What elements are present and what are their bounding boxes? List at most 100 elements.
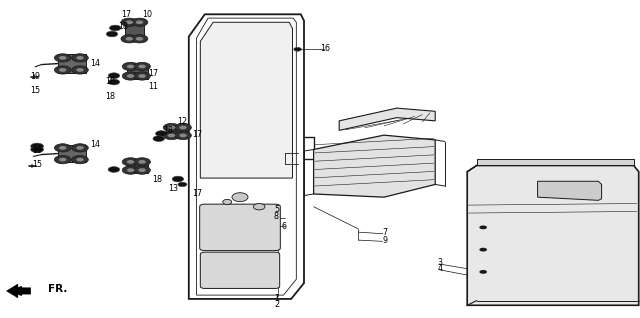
Circle shape xyxy=(479,225,487,229)
Text: 17: 17 xyxy=(192,190,202,198)
Text: 19: 19 xyxy=(30,72,40,81)
Text: 9: 9 xyxy=(382,236,387,245)
Circle shape xyxy=(136,20,143,24)
Circle shape xyxy=(122,166,139,174)
Polygon shape xyxy=(538,181,602,200)
Text: 7: 7 xyxy=(382,228,387,237)
Circle shape xyxy=(131,35,148,43)
Circle shape xyxy=(168,126,175,129)
Polygon shape xyxy=(127,159,148,173)
Circle shape xyxy=(125,20,133,24)
Circle shape xyxy=(138,65,146,68)
Polygon shape xyxy=(125,19,144,41)
Circle shape xyxy=(134,166,150,174)
Polygon shape xyxy=(467,165,639,305)
Circle shape xyxy=(59,56,67,60)
Polygon shape xyxy=(6,284,31,298)
Text: 18: 18 xyxy=(118,22,129,31)
Text: 3: 3 xyxy=(438,259,443,267)
Circle shape xyxy=(59,158,67,162)
Text: FR.: FR. xyxy=(48,284,67,294)
Circle shape xyxy=(31,146,44,153)
Circle shape xyxy=(121,35,138,43)
Circle shape xyxy=(479,270,487,274)
Text: 19: 19 xyxy=(32,146,42,155)
Circle shape xyxy=(59,68,67,72)
Text: 2: 2 xyxy=(274,300,279,309)
Text: 6: 6 xyxy=(281,222,286,231)
Circle shape xyxy=(108,73,120,79)
Ellipse shape xyxy=(223,199,232,204)
Circle shape xyxy=(153,136,164,142)
Circle shape xyxy=(54,156,71,164)
Text: 17: 17 xyxy=(121,10,131,19)
Text: 15: 15 xyxy=(30,86,40,95)
Text: 14: 14 xyxy=(90,59,100,68)
Text: 1: 1 xyxy=(274,294,279,303)
Circle shape xyxy=(76,68,84,72)
Circle shape xyxy=(72,54,88,62)
Text: 5: 5 xyxy=(274,205,279,214)
Ellipse shape xyxy=(253,204,265,210)
Circle shape xyxy=(54,54,71,62)
Text: 18: 18 xyxy=(152,175,162,184)
Circle shape xyxy=(138,74,146,78)
Text: 14: 14 xyxy=(90,140,100,149)
Text: 16: 16 xyxy=(320,44,330,53)
Circle shape xyxy=(76,158,84,162)
Circle shape xyxy=(138,160,146,164)
Circle shape xyxy=(134,62,150,71)
Text: 13: 13 xyxy=(168,184,178,193)
Circle shape xyxy=(122,62,139,71)
Text: 8: 8 xyxy=(274,212,279,221)
Polygon shape xyxy=(58,145,86,162)
Circle shape xyxy=(106,31,118,37)
Circle shape xyxy=(175,131,191,140)
Circle shape xyxy=(479,248,487,252)
Circle shape xyxy=(163,123,180,132)
Polygon shape xyxy=(200,22,292,178)
Circle shape xyxy=(127,65,134,68)
Circle shape xyxy=(179,126,187,129)
Circle shape xyxy=(134,158,150,166)
Circle shape xyxy=(134,72,150,80)
Ellipse shape xyxy=(232,193,248,202)
Circle shape xyxy=(168,134,175,137)
Circle shape xyxy=(172,176,184,182)
Circle shape xyxy=(72,66,88,74)
Polygon shape xyxy=(314,135,435,197)
Circle shape xyxy=(72,144,88,152)
FancyBboxPatch shape xyxy=(200,204,280,251)
Text: 18: 18 xyxy=(105,77,115,86)
Circle shape xyxy=(178,182,187,187)
Text: 17: 17 xyxy=(148,69,159,78)
Text: 18: 18 xyxy=(105,92,115,100)
Circle shape xyxy=(59,146,67,150)
Circle shape xyxy=(179,134,187,137)
Circle shape xyxy=(156,131,167,136)
Circle shape xyxy=(122,72,139,80)
Circle shape xyxy=(125,37,133,41)
Circle shape xyxy=(76,56,84,60)
Circle shape xyxy=(108,79,120,85)
Text: 12: 12 xyxy=(177,117,188,126)
Circle shape xyxy=(54,66,71,74)
Circle shape xyxy=(108,167,120,172)
Circle shape xyxy=(127,160,134,164)
Polygon shape xyxy=(127,64,148,79)
Polygon shape xyxy=(200,22,292,178)
Circle shape xyxy=(72,156,88,164)
Circle shape xyxy=(294,47,301,51)
Text: 4: 4 xyxy=(438,264,443,273)
Circle shape xyxy=(31,143,44,149)
Circle shape xyxy=(54,144,71,152)
Text: 10: 10 xyxy=(142,10,152,19)
Circle shape xyxy=(109,25,121,31)
Circle shape xyxy=(175,123,191,132)
Polygon shape xyxy=(168,125,188,138)
Circle shape xyxy=(122,158,139,166)
Circle shape xyxy=(127,168,134,172)
Text: 17: 17 xyxy=(192,130,202,139)
Text: 15: 15 xyxy=(32,160,42,169)
Text: 18: 18 xyxy=(163,126,173,135)
